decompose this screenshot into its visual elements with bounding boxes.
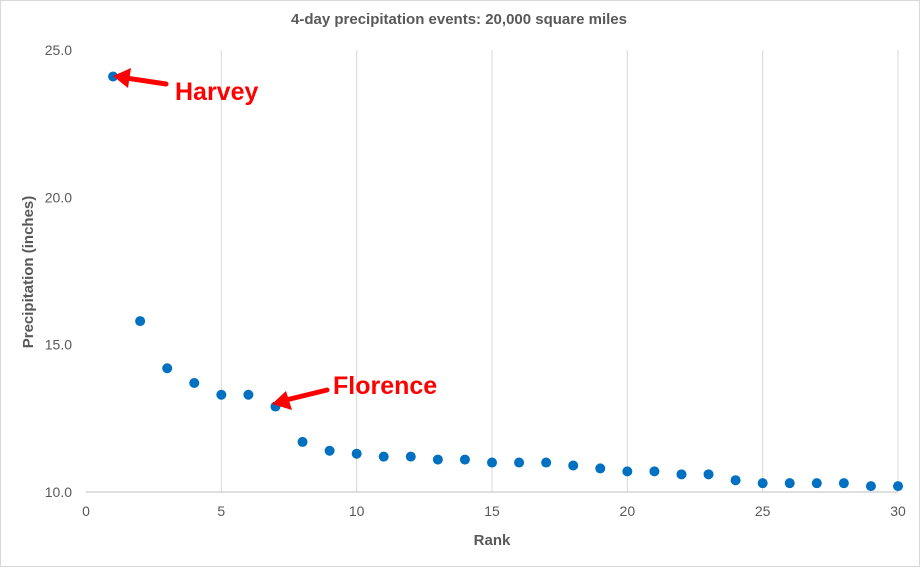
florence-label: Florence xyxy=(333,372,437,400)
y-tick-label: 20.0 xyxy=(45,189,72,205)
y-tick-label: 10.0 xyxy=(45,484,72,500)
chart-title: 4-day precipitation events: 20,000 squar… xyxy=(291,11,627,28)
data-point xyxy=(893,481,903,492)
x-tick-label: 25 xyxy=(755,503,771,519)
data-point xyxy=(730,475,741,486)
x-tick-label: 0 xyxy=(82,503,90,519)
data-point xyxy=(595,463,606,474)
florence-annotation: Florence xyxy=(272,372,437,410)
data-point xyxy=(757,478,768,489)
data-point xyxy=(459,454,470,465)
data-point xyxy=(324,445,335,456)
data-point xyxy=(784,478,795,489)
x-tick-label: 5 xyxy=(217,503,225,519)
data-point xyxy=(811,478,822,489)
data-point xyxy=(216,389,227,400)
data-point xyxy=(135,316,146,327)
y-axis-title: Precipitation (inches) xyxy=(20,196,37,349)
florence-arrow-head xyxy=(272,391,292,410)
data-point xyxy=(487,457,497,468)
data-point xyxy=(351,448,362,459)
tick-labels: 0 5 10 15 20 25 30 10.0 15.0 20.0 25.0 xyxy=(45,42,906,519)
data-point xyxy=(838,478,849,489)
harvey-arrow-shaft xyxy=(123,75,169,87)
data-point xyxy=(432,454,443,465)
x-tick-label: 10 xyxy=(349,503,365,519)
y-tick-label: 15.0 xyxy=(45,337,72,353)
y-tick-label: 25.0 xyxy=(45,42,72,58)
data-point xyxy=(162,363,173,374)
data-point xyxy=(703,469,714,480)
harvey-annotation: Harvey xyxy=(113,68,258,106)
data-point xyxy=(514,457,525,468)
data-point xyxy=(541,457,552,468)
data-point xyxy=(676,469,687,480)
data-point xyxy=(297,436,308,447)
data-point xyxy=(378,451,389,462)
annotations: Harvey Florence xyxy=(113,68,437,410)
florence-arrow-shaft xyxy=(283,387,330,403)
data-point xyxy=(405,451,416,462)
grid-lines xyxy=(220,50,899,492)
x-axis-title: Rank xyxy=(474,532,511,549)
data-point xyxy=(568,460,579,471)
data-points xyxy=(108,71,903,492)
harvey-label: Harvey xyxy=(175,78,258,106)
data-point xyxy=(622,466,633,477)
x-tick-label: 30 xyxy=(890,503,906,519)
data-point xyxy=(865,481,876,492)
data-point xyxy=(108,71,119,82)
x-tick-label: 20 xyxy=(620,503,636,519)
data-point xyxy=(189,377,200,388)
data-point xyxy=(649,466,660,477)
harvey-arrow-head xyxy=(113,68,131,88)
data-point xyxy=(243,389,254,400)
x-tick-label: 15 xyxy=(484,503,500,519)
